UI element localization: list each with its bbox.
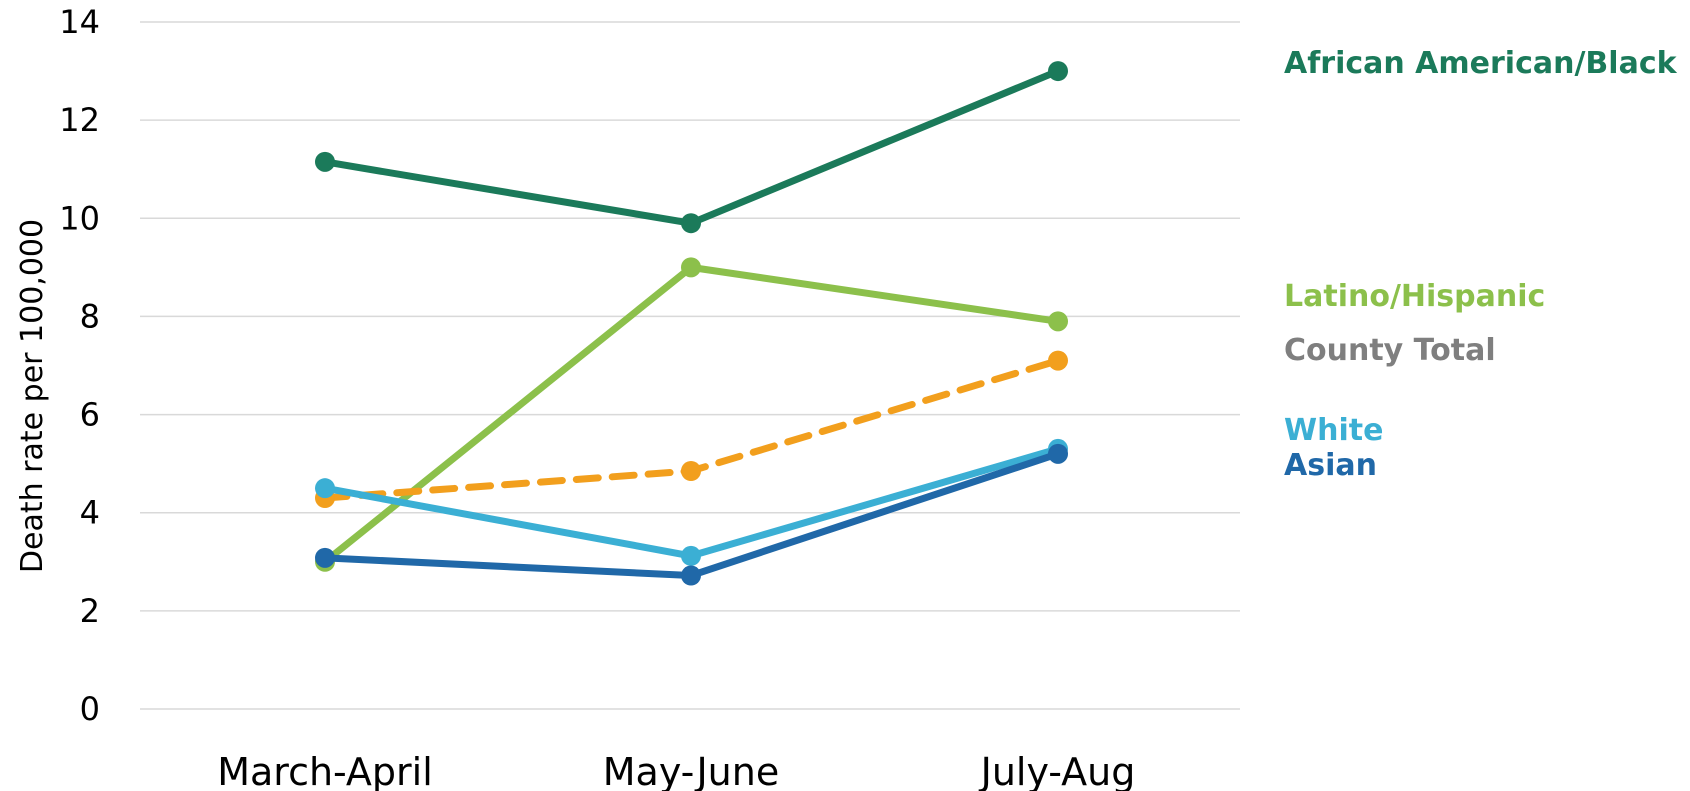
data-point: [1048, 61, 1068, 82]
y-tick-label: 2: [80, 592, 100, 630]
data-point: [1048, 350, 1068, 371]
y-axis-ticks: 0 2 4 6 8 10 12 14: [59, 3, 100, 728]
series-white: [315, 438, 1068, 566]
data-point: [1048, 443, 1068, 464]
y-tick-label: 8: [80, 297, 100, 335]
data-point: [681, 461, 701, 482]
x-tick-label: March-April: [217, 750, 433, 791]
series-line: [321, 67, 1062, 227]
gridlines: [140, 21, 1240, 710]
y-tick-label: 10: [59, 199, 100, 237]
y-tick-label: 4: [80, 494, 100, 532]
y-tick-label: 0: [80, 690, 100, 728]
x-axis-ticks: March-April May-June July-Aug: [217, 750, 1135, 791]
x-tick-label: May-June: [603, 750, 779, 791]
data-point: [315, 478, 335, 499]
x-tick-label: July-Aug: [979, 750, 1136, 791]
series-label: Latino/Hispanic: [1284, 279, 1545, 314]
data-point: [1048, 311, 1068, 332]
y-axis-title: Death rate per 100,000: [15, 219, 50, 573]
data-point: [681, 565, 701, 586]
series-label: White: [1284, 413, 1383, 448]
series-label: Asian: [1284, 448, 1377, 483]
data-point: [681, 257, 701, 278]
series-label: County Total: [1284, 333, 1496, 368]
y-tick-label: 6: [80, 396, 100, 434]
y-tick-label: 14: [59, 3, 100, 41]
series-african-american-black: [315, 61, 1068, 234]
series-labels: African American/Black Latino/Hispanic Cou…: [1284, 46, 1678, 483]
series-asian: [315, 443, 1068, 586]
series-label: African American/Black: [1284, 46, 1678, 81]
series-latino-hispanic: [315, 257, 1068, 572]
data-point: [315, 547, 335, 568]
y-tick-label: 12: [59, 101, 100, 139]
series-lines: [315, 61, 1068, 586]
data-point: [315, 151, 335, 172]
data-point: [681, 545, 701, 566]
data-point: [681, 213, 701, 234]
